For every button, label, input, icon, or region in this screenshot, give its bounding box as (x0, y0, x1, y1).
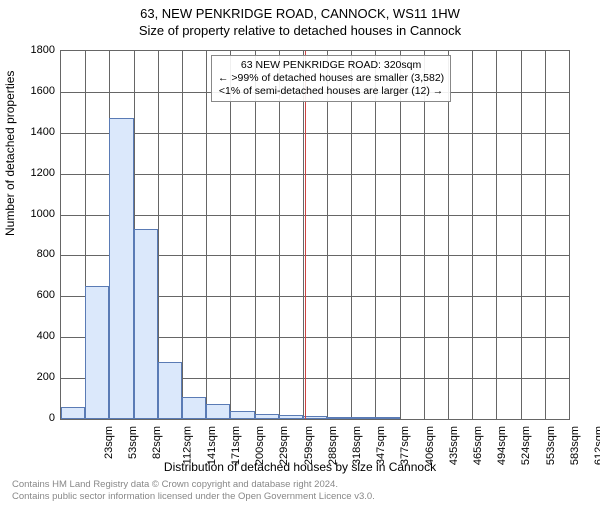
histogram-bar (182, 397, 206, 419)
x-tick-label: 141sqm (206, 426, 218, 465)
grid-line-v (400, 51, 401, 419)
x-tick-label: 377sqm (400, 426, 412, 465)
grid-line-v (496, 51, 497, 419)
x-tick-label: 347sqm (375, 426, 387, 465)
histogram-bar (61, 407, 85, 419)
grid-line-v (230, 51, 231, 419)
grid-line-v (182, 51, 183, 419)
x-tick-label: 82sqm (152, 426, 164, 459)
x-tick-label: 200sqm (254, 426, 266, 465)
x-tick-label: 524sqm (520, 426, 532, 465)
grid-line-v (424, 51, 425, 419)
x-tick-label: 553sqm (545, 426, 557, 465)
x-tick-label: 406sqm (424, 426, 436, 465)
grid-line-h (61, 174, 569, 175)
x-tick-label: 259sqm (303, 426, 315, 465)
x-tick-label: 612sqm (593, 426, 600, 465)
annotation-line: ← >99% of detached houses are smaller (3… (218, 72, 444, 85)
histogram-bar (327, 417, 351, 419)
x-tick-label: 435sqm (448, 426, 460, 465)
grid-line-v (279, 51, 280, 419)
grid-line-v (472, 51, 473, 419)
histogram-bar (255, 414, 279, 419)
grid-line-v (375, 51, 376, 419)
x-tick-label: 583sqm (569, 426, 581, 465)
x-tick-label: 23sqm (103, 426, 115, 459)
x-tick-label: 53sqm (127, 426, 139, 459)
histogram-bar (279, 415, 303, 419)
annotation-line: <1% of semi-detached houses are larger (… (218, 85, 444, 98)
grid-line-v (327, 51, 328, 419)
footer-line2: Contains public sector information licen… (12, 491, 375, 502)
footer-attribution: Contains HM Land Registry data © Crown c… (12, 479, 375, 502)
histogram-bar (303, 416, 327, 419)
y-tick-label: 600 (15, 289, 55, 301)
histogram-bar (158, 362, 182, 419)
x-tick-label: 171sqm (230, 426, 242, 465)
grid-line-v (521, 51, 522, 419)
grid-line-v (448, 51, 449, 419)
y-tick-label: 1200 (15, 167, 55, 179)
histogram-bar (206, 404, 230, 419)
grid-line-v (351, 51, 352, 419)
x-tick-label: 112sqm (181, 426, 193, 464)
grid-line-v (206, 51, 207, 419)
histogram-bar (134, 229, 158, 419)
chart-title-sub: Size of property relative to detached ho… (0, 23, 600, 38)
histogram-bar (375, 417, 399, 419)
footer-line1: Contains HM Land Registry data © Crown c… (12, 479, 375, 490)
y-tick-label: 1400 (15, 126, 55, 138)
x-tick-label: 288sqm (327, 426, 339, 465)
y-tick-label: 1000 (15, 208, 55, 220)
grid-line-v (545, 51, 546, 419)
grid-line-v (303, 51, 304, 419)
chart-title-main: 63, NEW PENKRIDGE ROAD, CANNOCK, WS11 1H… (0, 6, 600, 21)
histogram-bar (85, 286, 109, 419)
x-axis-label: Distribution of detached houses by size … (0, 460, 600, 474)
x-tick-label: 494sqm (496, 426, 508, 465)
plot-area: 63 NEW PENKRIDGE ROAD: 320sqm← >99% of d… (60, 50, 570, 420)
x-tick-label: 318sqm (351, 426, 363, 465)
y-tick-label: 0 (15, 412, 55, 424)
y-tick-label: 1800 (15, 44, 55, 56)
reference-line (305, 51, 306, 419)
y-tick-label: 400 (15, 330, 55, 342)
histogram-bar (109, 118, 133, 419)
grid-line-h (61, 215, 569, 216)
grid-line-v (255, 51, 256, 419)
histogram-bar (230, 411, 254, 419)
y-tick-label: 200 (15, 371, 55, 383)
y-tick-label: 1600 (15, 85, 55, 97)
y-tick-label: 800 (15, 248, 55, 260)
x-tick-label: 465sqm (472, 426, 484, 465)
grid-line-h (61, 133, 569, 134)
annotation-line: 63 NEW PENKRIDGE ROAD: 320sqm (218, 59, 444, 72)
annotation-box: 63 NEW PENKRIDGE ROAD: 320sqm← >99% of d… (211, 55, 451, 102)
x-tick-label: 229sqm (279, 426, 291, 465)
histogram-bar (351, 417, 375, 419)
